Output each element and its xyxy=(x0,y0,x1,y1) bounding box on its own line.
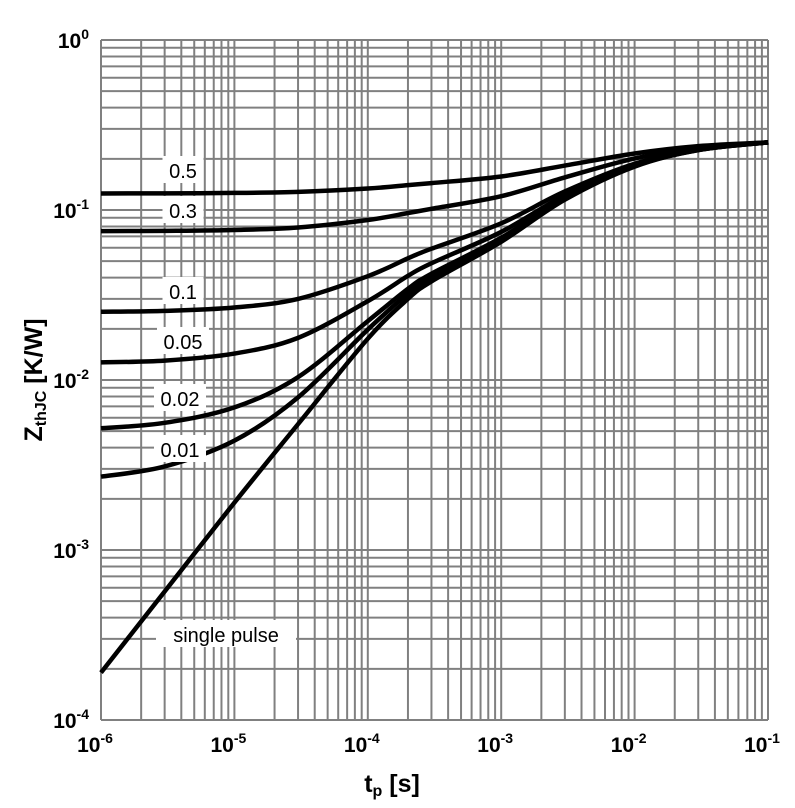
x-tick-label: 10-4 xyxy=(344,730,380,757)
series-label: 0.5 xyxy=(169,161,197,183)
series-label: 0.3 xyxy=(169,201,197,223)
series-label-background xyxy=(154,435,206,462)
y-tick-label: 100 xyxy=(58,26,89,53)
curves xyxy=(99,140,769,675)
series-label-background xyxy=(156,620,296,647)
x-tick-label: 10-6 xyxy=(77,730,113,757)
y-tick-label: 10-4 xyxy=(53,706,89,733)
y-tick-labels: 100 10-1 10-2 10-3 10-4 xyxy=(53,26,89,733)
y-axis-label: ZthJC [K/W] xyxy=(20,318,50,441)
y-tick-label: 10-3 xyxy=(53,536,89,563)
x-tick-labels: 10-6 10-5 10-4 10-3 10-2 10-1 xyxy=(77,730,780,757)
series-label-background xyxy=(162,277,204,304)
y-tick-label: 10-2 xyxy=(53,366,89,393)
series-label: single pulse xyxy=(173,625,279,647)
series-label: 0.02 xyxy=(161,389,200,411)
x-tick-label: 10-1 xyxy=(744,730,780,757)
series-label: 0.05 xyxy=(164,332,203,354)
curve-0.3 xyxy=(100,140,769,234)
grid xyxy=(100,39,769,721)
series-label-background xyxy=(162,196,204,223)
series-labels: 0.5 0.3 0.1 0.05 0.02 0.01 single pulse xyxy=(154,156,296,647)
series-label: 0.1 xyxy=(169,282,197,304)
series-label: 0.01 xyxy=(161,440,200,462)
series-label-background xyxy=(162,156,204,183)
curve-0.5 xyxy=(100,140,769,196)
x-tick-label: 10-3 xyxy=(477,730,513,757)
curve-single-pulse xyxy=(99,140,769,675)
x-axis-label: tp [s] xyxy=(364,770,420,800)
series-label-background xyxy=(154,384,206,411)
x-tick-label: 10-2 xyxy=(611,730,647,757)
series-label-background xyxy=(157,327,209,354)
y-tick-label: 10-1 xyxy=(53,196,89,223)
x-tick-label: 10-5 xyxy=(210,730,246,757)
